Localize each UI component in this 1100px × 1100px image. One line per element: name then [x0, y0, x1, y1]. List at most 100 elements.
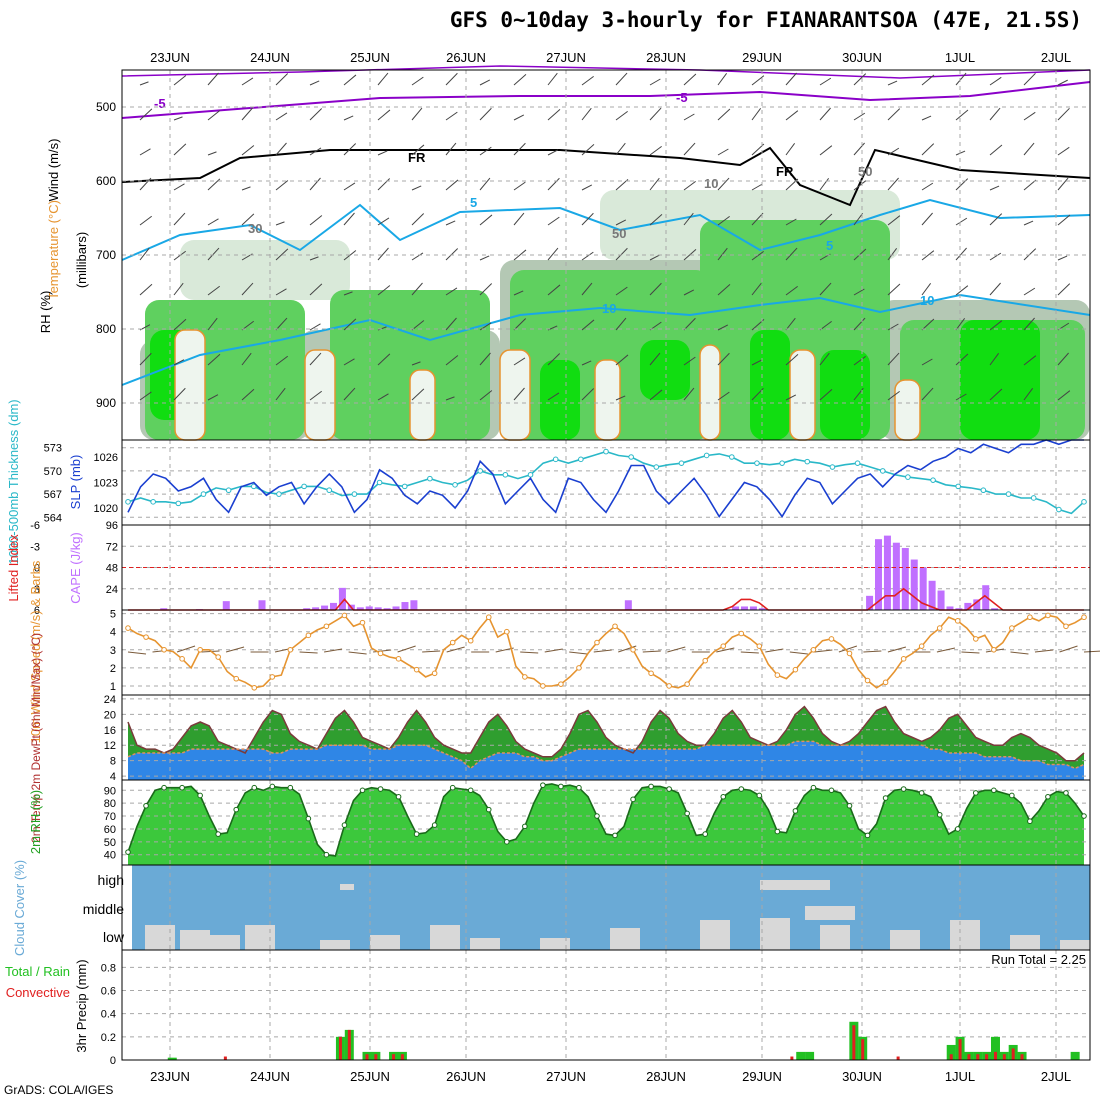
wind-barb — [615, 72, 628, 86]
wind-speed-line-point — [864, 677, 871, 684]
convective-bar — [967, 1054, 971, 1060]
cross-section-grid — [122, 70, 1090, 440]
rh-tick-label: 40 — [104, 850, 116, 862]
precip-tick-label: 0 — [110, 1055, 116, 1067]
wind-barb — [479, 255, 490, 261]
wind-barb — [479, 146, 492, 156]
wind-speed-line-point — [900, 656, 907, 662]
thickness-line-point — [980, 487, 987, 494]
rh-line-point — [936, 811, 943, 818]
wind-barb — [955, 217, 968, 226]
wind-barb — [343, 358, 355, 366]
wind-barb — [955, 178, 969, 191]
wind-barb — [343, 74, 357, 86]
wind-barb — [717, 284, 731, 296]
wind-speed-line-point — [846, 650, 853, 657]
wind-barb — [343, 291, 353, 296]
thickness-line-point — [955, 483, 962, 490]
wind-barb — [1057, 107, 1070, 121]
wind-barb — [173, 212, 186, 226]
wind-barb — [173, 387, 186, 401]
slp-tick-label: 1026 — [94, 452, 118, 464]
contour-label: 50 — [858, 164, 872, 179]
slp-axis-label: SLP (mb) — [68, 455, 83, 510]
wind-barb — [173, 116, 183, 121]
wind-speed-line-point — [1063, 623, 1069, 630]
cape-bar — [991, 608, 999, 610]
slp-tick-label: 1023 — [94, 478, 118, 490]
convective-bar — [1002, 1054, 1006, 1060]
wind-speed-line-point — [341, 612, 348, 619]
wind-barb — [513, 249, 527, 261]
temp-tick-label: 24 — [104, 694, 116, 706]
wind-barb — [479, 352, 491, 366]
precip-frame — [121, 949, 1091, 1061]
lifted-index-tick-label: 6 — [34, 605, 40, 617]
wind-speed-line-point — [558, 681, 564, 687]
wind-barb — [615, 179, 629, 191]
convective-bar — [896, 1056, 900, 1060]
bottom-day-label: 25JUN — [350, 1069, 390, 1084]
rh-line-point — [756, 792, 763, 799]
wind-barb — [411, 213, 425, 226]
chart-title: GFS 0~10day 3-hourly for FIANARANTSOA (4… — [449, 8, 1082, 32]
rh-line-point — [323, 851, 330, 858]
wind-barb — [921, 143, 935, 156]
wind-barb — [785, 317, 796, 331]
wind-barb — [411, 361, 421, 366]
rh-line-point — [431, 822, 438, 828]
rh-line-point — [522, 823, 528, 830]
wind-barb — [445, 248, 459, 261]
bottom-day-label: 26JUN — [446, 1069, 486, 1084]
wind-speed-line-point — [882, 679, 889, 686]
rh-line-point — [125, 849, 131, 855]
wind-barb — [445, 142, 457, 156]
wind-barb-10m — [127, 651, 147, 655]
wind-barb — [649, 352, 661, 366]
wind-barb — [207, 394, 219, 401]
minus5-contour-upper — [121, 81, 1091, 119]
wind-barb — [921, 283, 932, 296]
cape-tick-label: 24 — [106, 584, 118, 596]
wind-barb — [241, 107, 253, 121]
wind-barb-10m — [348, 651, 367, 655]
wind-barb — [751, 75, 765, 86]
wind-barb — [513, 290, 524, 296]
wind-tick-label: 4 — [110, 627, 116, 639]
low-cloud-block — [700, 920, 730, 950]
wind-barb — [173, 250, 186, 261]
temp-tick-label: 12 — [104, 740, 116, 752]
wind-barb — [581, 75, 594, 86]
wind-barb — [1057, 214, 1071, 226]
wind-barb — [207, 353, 221, 366]
wind-barb — [411, 185, 422, 191]
bottom-day-label: 27JUN — [546, 1069, 586, 1084]
cape-bar — [749, 606, 757, 610]
convective-bar — [993, 1051, 997, 1060]
slp-tick-label: 1020 — [94, 503, 118, 515]
wind-speed-line-point — [612, 623, 618, 630]
cape-bar — [374, 607, 382, 610]
wind-barb — [615, 247, 628, 261]
convective-bar — [338, 1036, 342, 1060]
wind-barb — [547, 72, 558, 86]
cloud-layer-label: high — [98, 872, 124, 888]
thickness-line-point — [603, 448, 609, 455]
low-cloud-block — [210, 935, 240, 950]
wind-speed-line-point — [179, 656, 185, 662]
wind-barb — [513, 387, 525, 401]
wind-barb — [955, 109, 969, 121]
wind-barb — [921, 387, 934, 401]
rain-bar — [167, 1057, 177, 1060]
wind-barb — [921, 182, 934, 191]
precip-tick-label: 0.8 — [101, 962, 116, 974]
wind-speed-line-point — [467, 637, 474, 644]
thickness-line-point — [225, 487, 232, 494]
wind-barb-10m — [446, 646, 465, 653]
wind-barb — [1057, 177, 1069, 191]
wind-barb — [887, 352, 900, 366]
wind-barb — [377, 393, 389, 401]
wind-barb — [479, 322, 492, 331]
wind-barb — [411, 76, 424, 86]
